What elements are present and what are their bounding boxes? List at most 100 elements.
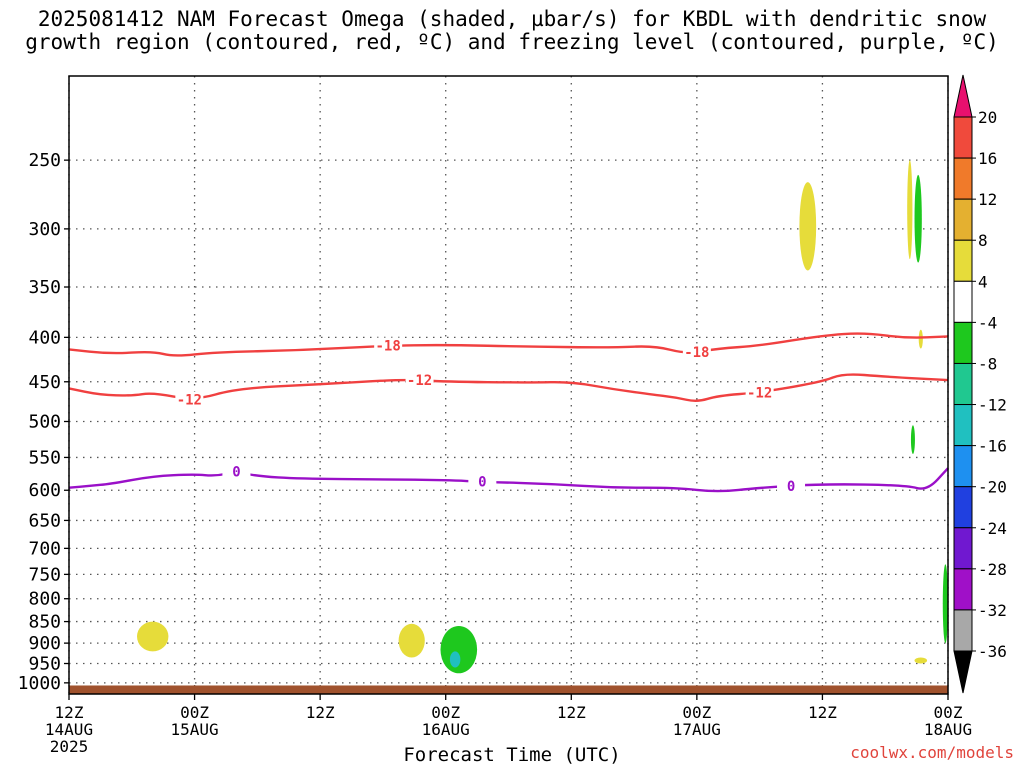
terrain-surface <box>69 685 948 694</box>
x-tick-label: 16AUG <box>422 720 470 739</box>
x-tick-label: 00Z <box>682 703 711 722</box>
contours: -18 -18 -12 -12 -12 0 0 0 <box>68 332 949 495</box>
y-tick-label: 250 <box>28 150 61 171</box>
omega-region <box>914 174 922 263</box>
colorbar-box <box>953 157 973 200</box>
colorbar-label: -16 <box>978 437 1007 456</box>
colorbar-box <box>953 239 973 282</box>
omega-region <box>907 160 913 260</box>
x-tick-label: 12Z <box>808 703 837 722</box>
contour-line <box>68 467 949 493</box>
y-tick-label: 900 <box>28 633 61 654</box>
x-tick-label: 00Z <box>934 703 963 722</box>
plot-frame <box>68 75 949 695</box>
x-tick-label: 18AUG <box>924 720 972 739</box>
contour-label-bg <box>405 372 434 389</box>
contour-label: 0 <box>478 475 486 491</box>
credit-link[interactable]: coolwx.com/models <box>850 743 1014 762</box>
colorbar-bottom-arrow <box>953 650 973 694</box>
y-axis: 2503003504004505005506006507007508008509… <box>18 150 69 694</box>
omega-region <box>440 625 478 674</box>
contour-label-bg <box>222 463 251 480</box>
omega-region <box>942 564 948 644</box>
contour-label-bg <box>682 344 711 361</box>
title-line-2: growth region (contoured, red, ºC) and f… <box>25 30 999 54</box>
colorbar-label: 4 <box>978 272 988 291</box>
y-tick-label: 850 <box>28 612 61 633</box>
y-tick-label: 550 <box>28 447 61 468</box>
colorbar-box <box>953 486 973 529</box>
y-tick-label: 350 <box>28 277 61 298</box>
y-tick-label: 650 <box>28 510 61 531</box>
colorbar-label: -4 <box>978 313 997 332</box>
y-tick-label: 500 <box>28 411 61 432</box>
x-axis-label: Forecast Time (UTC) <box>403 744 621 766</box>
x-tick-label: 14AUG <box>45 720 93 739</box>
contour-label-bg <box>468 473 497 490</box>
x-tick-label: 12Z <box>557 703 586 722</box>
colorbar-label: -28 <box>978 560 1007 579</box>
colorbar-label: 20 <box>978 108 997 127</box>
contour-label: -12 <box>407 373 432 389</box>
x-tick-label: 2025 <box>50 737 89 756</box>
omega-region <box>910 425 915 454</box>
colorbar-label: -12 <box>978 396 1007 415</box>
colorbar-label: -8 <box>978 354 997 373</box>
colorbar-box <box>953 116 973 159</box>
contour-label: -18 <box>376 339 401 355</box>
contour-label: -12 <box>747 386 772 402</box>
x-tick-label: 00Z <box>431 703 460 722</box>
colorbar-label: -20 <box>978 478 1007 497</box>
chart-title: 2025081412 NAM Forecast Omega (shaded, µ… <box>0 8 1024 54</box>
omega-shading <box>137 160 948 674</box>
contour-label-bg <box>777 477 806 494</box>
omega-region <box>799 182 817 271</box>
y-tick-label: 750 <box>28 564 61 585</box>
omega-region <box>398 623 425 658</box>
omega-region <box>137 621 169 652</box>
y-tick-label: 400 <box>28 327 61 348</box>
colorbar-label: -36 <box>978 642 1007 661</box>
x-tick-label: 12Z <box>306 703 335 722</box>
colorbar-box <box>953 527 973 570</box>
y-tick-label: 450 <box>28 372 61 393</box>
contour-line <box>68 332 949 357</box>
omega-region <box>914 657 928 664</box>
x-tick-label: 17AUG <box>673 720 721 739</box>
y-tick-label: 950 <box>28 654 61 675</box>
contour-label: 0 <box>232 465 240 481</box>
colorbar-box <box>953 609 973 652</box>
x-tick-label: 15AUG <box>170 720 218 739</box>
title-line-1: 2025081412 NAM Forecast Omega (shaded, µ… <box>37 7 987 31</box>
colorbar-label: -32 <box>978 601 1007 620</box>
y-tick-label: 1000 <box>18 673 61 694</box>
colorbar-box <box>953 198 973 241</box>
contour-label: -12 <box>177 393 202 409</box>
colorbar-label: 12 <box>978 190 997 209</box>
omega-region <box>918 329 923 349</box>
x-tick-label: 00Z <box>180 703 209 722</box>
omega-region <box>449 651 461 668</box>
y-tick-label: 600 <box>28 480 61 501</box>
contour-label-bg <box>374 337 403 354</box>
contour-label-bg <box>745 384 774 401</box>
colorbar-label: 8 <box>978 231 988 250</box>
colorbar-box <box>953 568 973 611</box>
y-tick-label: 800 <box>28 589 61 610</box>
y-tick-label: 700 <box>28 538 61 559</box>
x-tick-label: 12Z <box>55 703 84 722</box>
colorbar-box <box>953 321 973 364</box>
colorbar-box <box>953 445 973 488</box>
colorbar-label: 16 <box>978 149 997 168</box>
contour-label: -18 <box>684 345 709 361</box>
colorbar-box <box>953 404 973 447</box>
contour-line <box>68 373 949 402</box>
grid <box>68 76 949 694</box>
colorbar: 20 16 12 8 4 -4 -8 -12 -16 -20 -24 -28 -32 -36 <box>953 74 1007 694</box>
contour-label: 0 <box>787 479 795 495</box>
colorbar-label: -24 <box>978 519 1007 538</box>
colorbar-box <box>953 280 973 323</box>
colorbar-top-arrow <box>953 74 973 118</box>
colorbar-box <box>953 362 973 406</box>
